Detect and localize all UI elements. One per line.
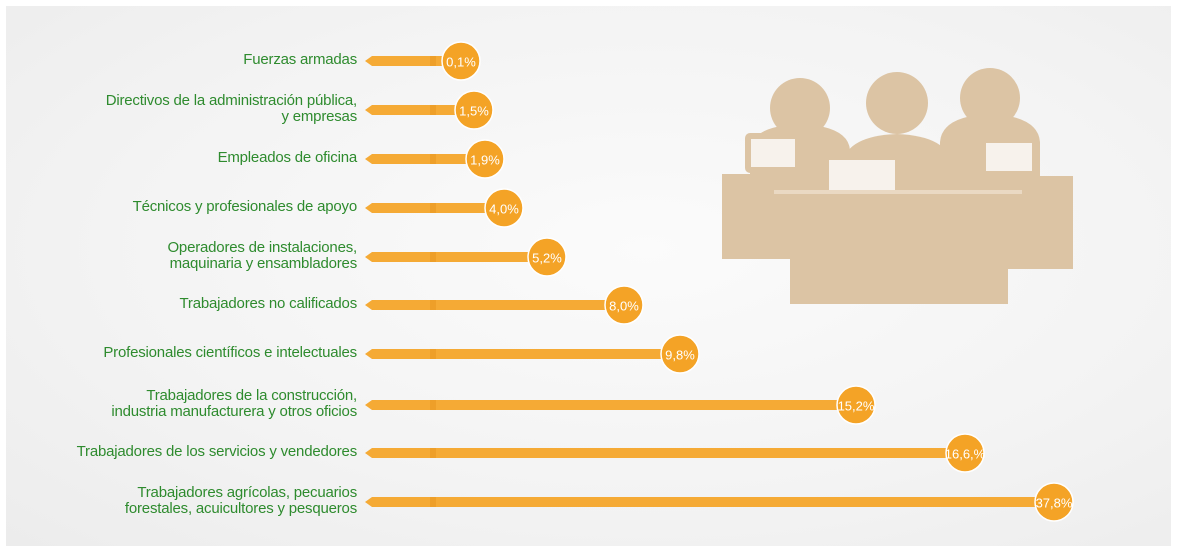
bar [365,203,491,213]
bar-fold [430,349,436,359]
category-label: Directivos de la administración pública,… [105,92,357,125]
bar [365,154,472,164]
value-bubble [441,41,481,81]
value-label: 1,5% [459,104,489,119]
bar-fold [430,400,436,410]
bar [365,497,1041,507]
value-bubble [945,433,985,473]
bar-fold [430,56,436,66]
value-label: 16,6,% [945,447,986,462]
bar [365,349,667,359]
value-bubble [604,285,644,325]
value-bubble [454,90,494,130]
bar-fold [430,203,436,213]
value-bubble [527,237,567,277]
people-at-desks-icon [722,68,1073,304]
category-label: Fuerzas armadas [243,51,357,68]
value-label: 1,9% [470,153,500,168]
bar [365,448,952,458]
bar-fold [430,300,436,310]
bar-fold [430,105,436,115]
value-label: 15,2% [838,399,875,414]
bar-fold [430,497,436,507]
category-label: Trabajadores de los servicios y vendedor… [76,443,358,460]
category-label: Trabajadores agrícolas, pecuarios forest… [124,484,357,517]
value-bubble [836,385,876,425]
value-bubble [1034,482,1074,522]
bar [365,300,611,310]
category-label: Trabajadores de la construcción, industr… [111,387,357,420]
bar [365,400,843,410]
value-label: 5,2% [532,251,562,266]
bar-fold [430,154,436,164]
category-label: Operadores de instalaciones, maquinaria … [167,239,357,272]
value-label: 4,0% [489,202,519,217]
bar [365,56,448,66]
value-label: 37,8% [1036,496,1073,511]
value-label: 0,1% [446,55,476,70]
value-bubble [465,139,505,179]
category-label: Profesionales científicos e intelectuale… [103,344,357,361]
category-label: Empleados de oficina [217,149,358,166]
bar-fold [430,448,436,458]
category-label: Trabajadores no calificados [179,295,358,312]
category-label: Técnicos y profesionales de apoyo [132,198,358,215]
bar [365,105,461,115]
value-bubble [484,188,524,228]
bar-fold [430,252,436,262]
value-bubble [660,334,700,374]
value-label: 9,8% [665,348,695,363]
bar [365,252,534,262]
value-label: 8,0% [609,299,639,314]
